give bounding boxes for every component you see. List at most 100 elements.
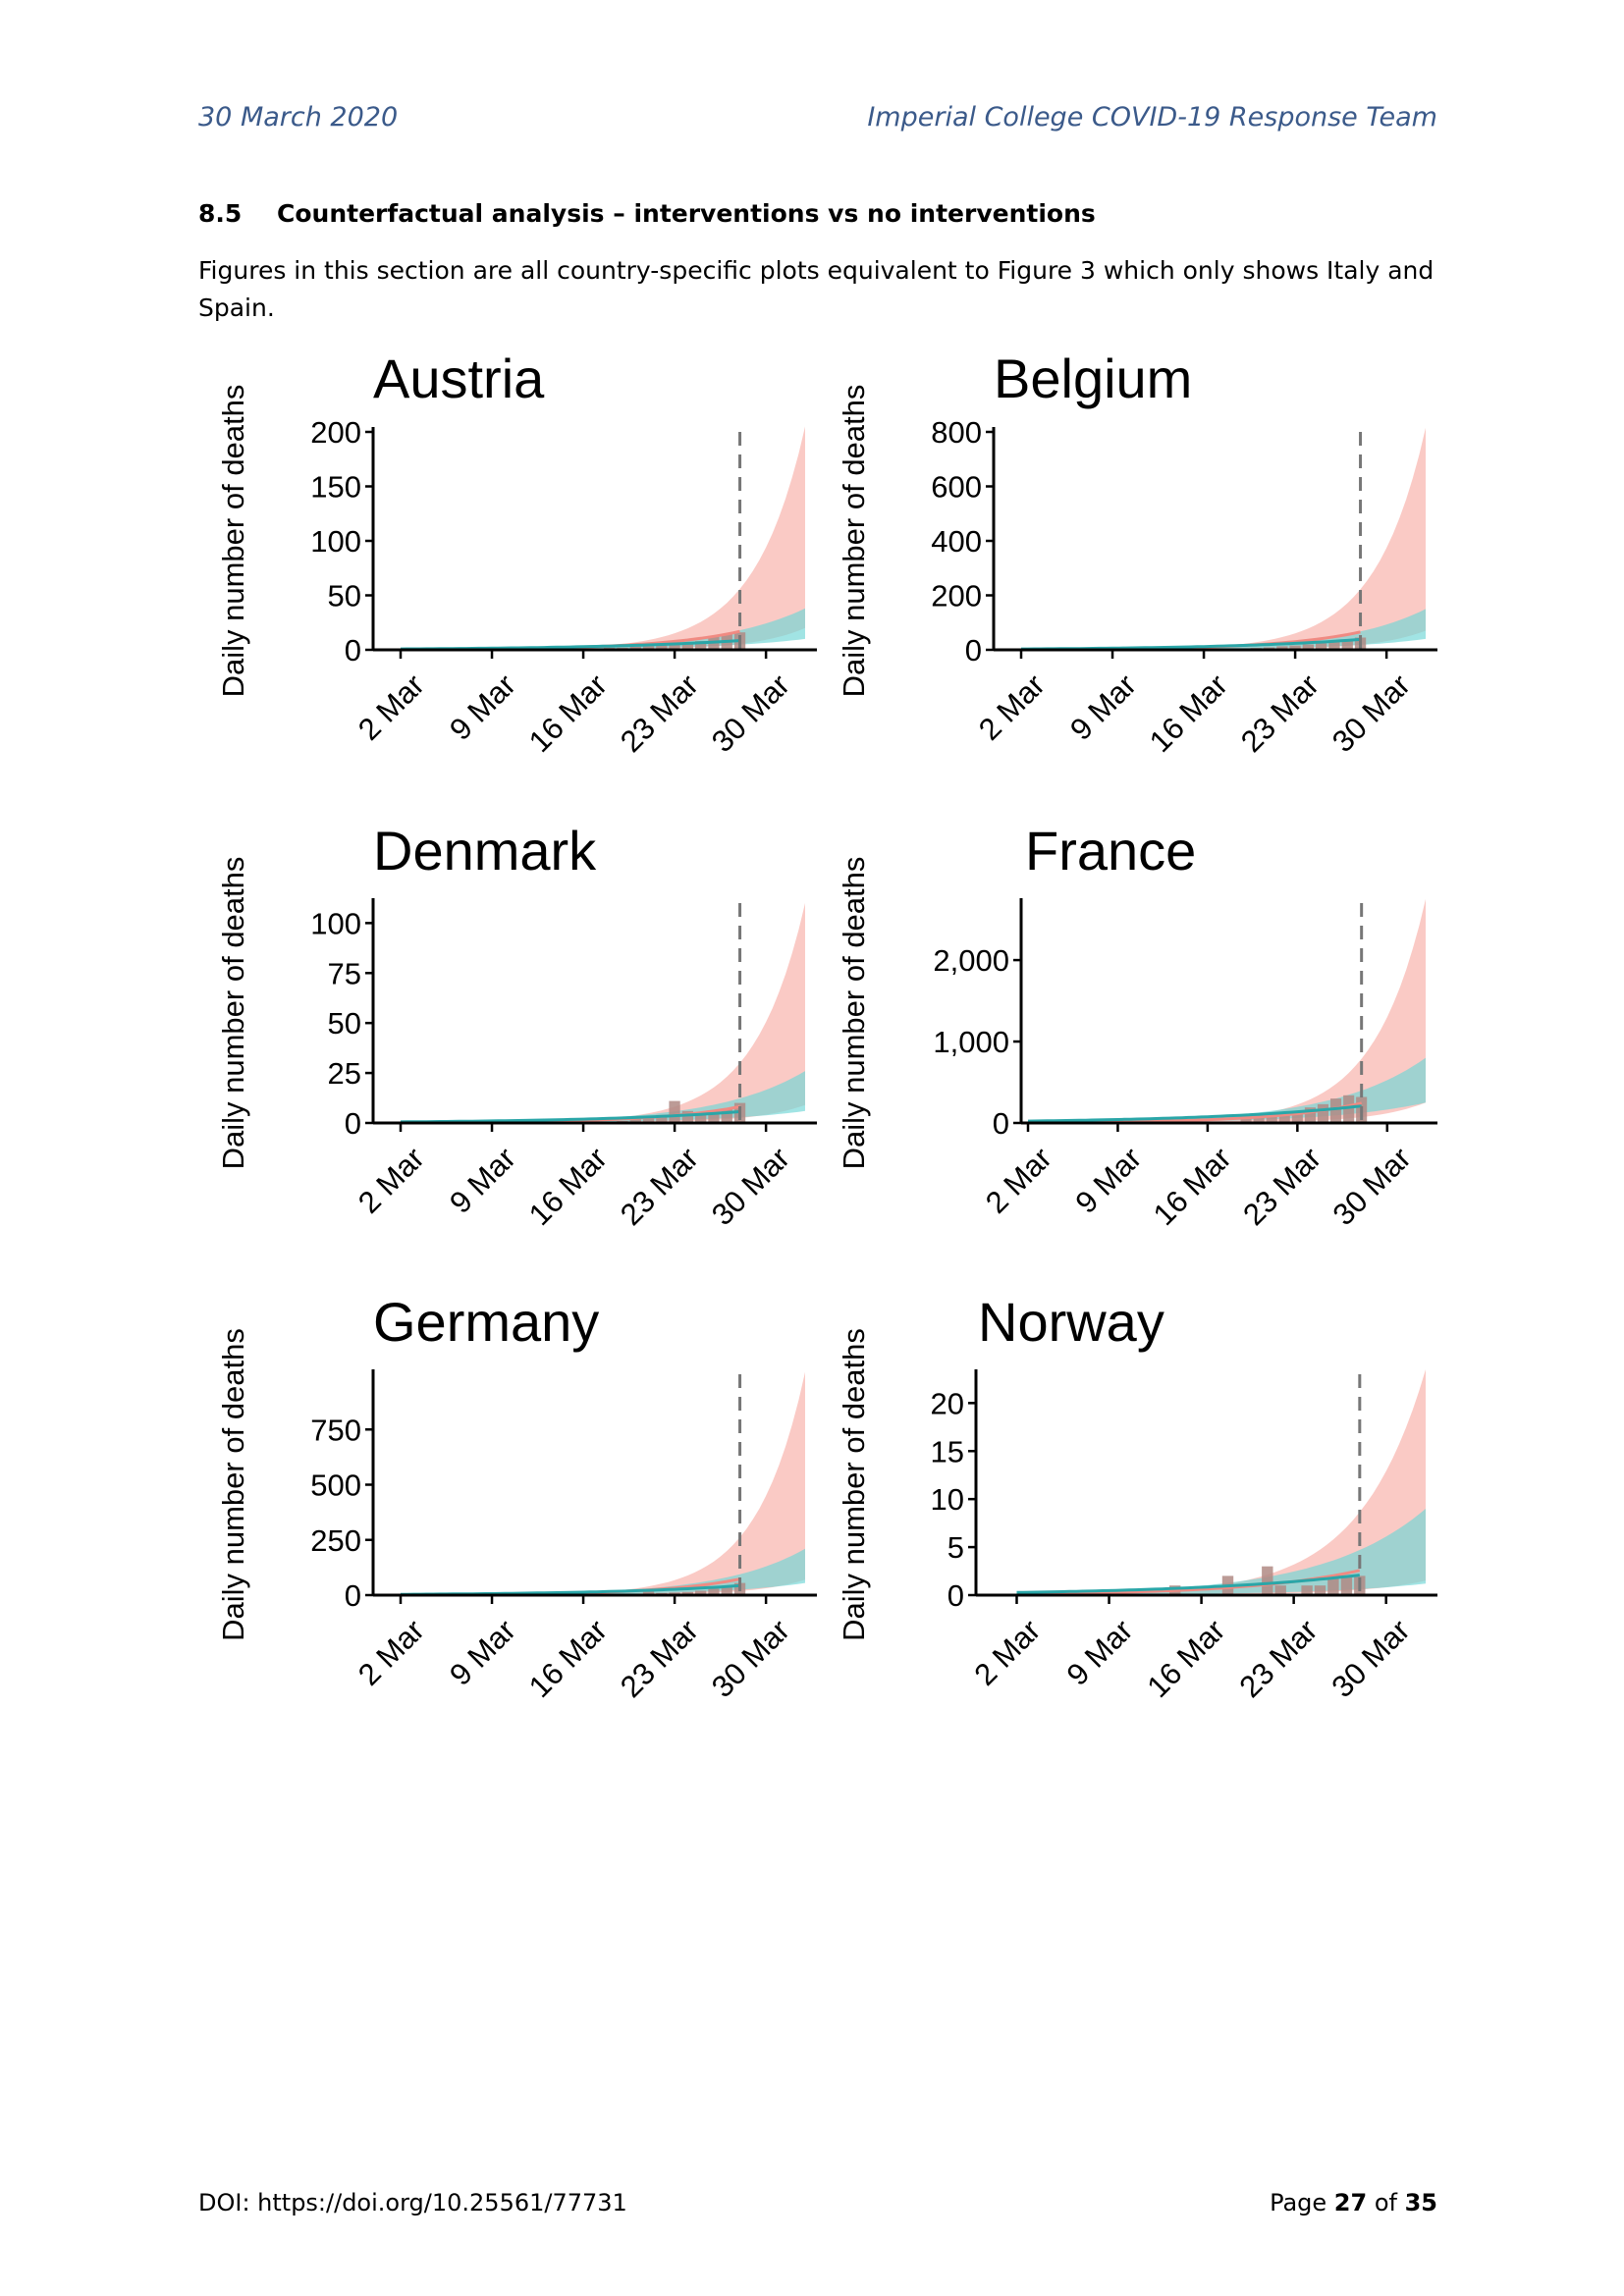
chart-title: Austria (373, 347, 545, 409)
observed-deaths-bar (642, 645, 655, 650)
x-tick-label: 30 Mar (705, 667, 796, 759)
header-date: 30 March 2020 (198, 102, 399, 133)
y-axis-label: Daily number of deaths (837, 857, 871, 1170)
intervention-mean-line (1027, 1104, 1362, 1123)
x-tick-label: 30 Mar (1326, 1613, 1417, 1704)
y-tick-label: 0 (345, 1578, 361, 1613)
x-tick-label: 9 Mar (443, 667, 522, 747)
observed-deaths-bar (1301, 1585, 1313, 1595)
observed-deaths-bar (1340, 1575, 1353, 1595)
observed-deaths-bar (656, 644, 668, 650)
observed-deaths-bar (1328, 641, 1340, 650)
observed-deaths-bar (1304, 1107, 1316, 1123)
chart-norway: Norway Daily number of deaths 0 5 10 15 20 2 Ma… (837, 1291, 1437, 1704)
observed-deaths-bar (1253, 1113, 1265, 1123)
no-intervention-band (505, 1371, 805, 1595)
x-tick-label: 30 Mar (705, 1613, 796, 1704)
chart-germany: Germany Daily number of deaths 0 250 500 750 2… (216, 1291, 817, 1704)
x-tick-label: 9 Mar (1060, 1613, 1140, 1692)
y-tick-label: 20 (931, 1386, 964, 1420)
page-total: 35 (1404, 2189, 1437, 2216)
observed-deaths-bar (629, 646, 641, 650)
x-tick-label: 30 Mar (1326, 667, 1417, 759)
y-tick-label: 25 (328, 1056, 361, 1091)
y-tick-label: 500 (310, 1468, 361, 1503)
chart-austria: Austria Daily number of deaths 0 50 100 150 20… (216, 347, 817, 759)
observed-deaths-bar (1327, 1575, 1339, 1595)
y-tick-label: 400 (931, 524, 982, 559)
x-tick-label: 30 Mar (1326, 1141, 1418, 1232)
intervention-mean-line (400, 1110, 740, 1124)
x-tick-label: 23 Mar (1236, 1141, 1327, 1232)
no-intervention-band (505, 903, 805, 1123)
chart-title: Norway (978, 1291, 1164, 1353)
section-heading: 8.5 Counterfactual analysis – interventio… (198, 199, 1096, 228)
observed-deaths-bar (695, 1112, 707, 1123)
observed-deaths-bar (656, 1114, 668, 1123)
chart-title: Germany (373, 1291, 599, 1353)
section-title: Counterfactual analysis – interventions … (277, 199, 1096, 228)
intervention-mean-line (1016, 1574, 1360, 1594)
no-intervention-band (1122, 1369, 1426, 1595)
observed-deaths-bar (629, 1118, 641, 1123)
observed-deaths-bar (1343, 1095, 1355, 1123)
x-tick-label: 9 Mar (1063, 667, 1143, 747)
y-tick-label: 10 (931, 1482, 964, 1517)
y-tick-label: 250 (310, 1523, 361, 1558)
x-tick-label: 2 Mar (979, 1141, 1058, 1220)
x-tick-label: 2 Mar (352, 1613, 431, 1692)
observed-deaths-bar (695, 641, 707, 650)
observed-deaths-bar (1314, 1585, 1326, 1595)
page-of: of (1367, 2189, 1405, 2216)
x-tick-label: 16 Mar (522, 1613, 614, 1704)
observed-deaths-bar (1262, 1566, 1273, 1595)
no-intervention-band (505, 426, 805, 650)
x-tick-label: 2 Mar (968, 1613, 1048, 1692)
x-tick-label: 16 Mar (1140, 1613, 1231, 1704)
y-tick-label: 75 (328, 956, 361, 990)
y-tick-label: 750 (310, 1413, 361, 1447)
observed-deaths-bar (1274, 1585, 1286, 1595)
y-tick-label: 100 (310, 524, 361, 559)
footer-doi: DOI: https://doi.org/10.25561/77731 (198, 2189, 627, 2216)
x-tick-label: 16 Mar (1143, 667, 1234, 759)
x-tick-label: 23 Mar (614, 1613, 705, 1704)
y-tick-label: 5 (947, 1530, 964, 1565)
observed-deaths-bar (695, 1590, 707, 1595)
observed-deaths-bar (721, 1108, 732, 1123)
observed-deaths-bar (1266, 1115, 1277, 1123)
no-intervention-band (1125, 427, 1426, 650)
page-number: 27 (1333, 2189, 1368, 2216)
y-tick-label: 200 (931, 579, 982, 614)
x-tick-label: 16 Mar (1147, 1141, 1238, 1232)
chart-france: France Daily number of deaths 0 1,000 2,000 2… (837, 820, 1437, 1232)
x-tick-label: 9 Mar (443, 1613, 522, 1692)
y-tick-label: 0 (345, 1106, 361, 1141)
observed-deaths-bar (1291, 1110, 1303, 1123)
observed-deaths-bar (1330, 1098, 1342, 1123)
y-tick-label: 0 (993, 1106, 1009, 1141)
y-tick-label: 15 (931, 1434, 964, 1468)
page-prefix: Page (1270, 2189, 1334, 2216)
y-tick-label: 50 (328, 1006, 361, 1041)
chart-belgium: Belgium Daily number of deaths 0 200 400 600 8… (837, 347, 1437, 759)
y-tick-label: 0 (965, 633, 982, 667)
y-tick-label: 600 (931, 470, 982, 505)
footer-page: Page 27 of 35 (1270, 2189, 1437, 2216)
y-axis-label: Daily number of deaths (216, 1328, 250, 1641)
observed-deaths-bar (1276, 646, 1288, 650)
section-intro: Figures in this section are all country-… (198, 256, 1435, 322)
y-axis-label: Daily number of deaths (837, 1328, 871, 1641)
x-tick-label: 23 Mar (1232, 1613, 1324, 1704)
x-tick-label: 16 Mar (522, 1141, 614, 1232)
section-number: 8.5 (198, 199, 243, 228)
y-tick-label: 0 (947, 1578, 964, 1613)
x-tick-label: 16 Mar (522, 667, 614, 759)
chart-title: Denmark (373, 820, 597, 881)
intervention-band (505, 1548, 805, 1595)
observed-deaths-bar (642, 1588, 655, 1595)
observed-deaths-bar (708, 1588, 720, 1596)
y-tick-label: 200 (310, 415, 361, 450)
observed-deaths-bar (681, 1591, 693, 1595)
x-tick-label: 9 Mar (1068, 1141, 1148, 1220)
